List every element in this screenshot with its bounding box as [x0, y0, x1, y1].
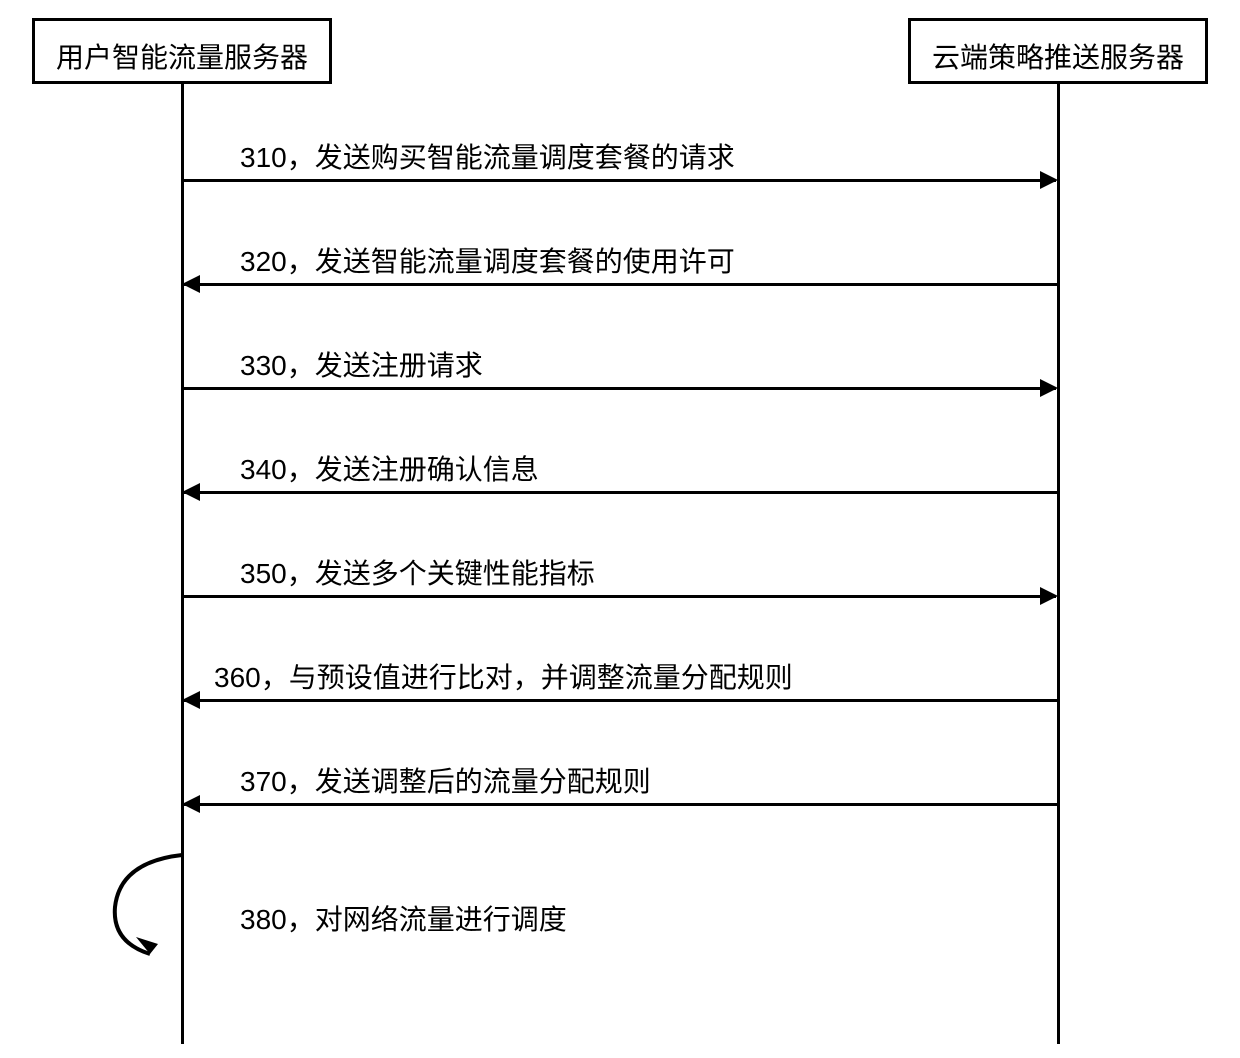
participant-cloud-server: 云端策略推送服务器 — [908, 18, 1208, 84]
message-350-arrow — [183, 595, 1056, 598]
message-360-arrowhead — [182, 691, 200, 709]
self-arrow-icon — [100, 852, 220, 972]
message-360-arrow — [183, 699, 1058, 702]
message-340-label: 340，发送注册确认信息 — [240, 448, 539, 488]
message-330-label: 330，发送注册请求 — [240, 344, 483, 384]
message-380-label: 380，对网络流量进行调度 — [240, 898, 567, 938]
message-310-arrow — [183, 179, 1056, 182]
lifeline-cloud-server — [1057, 84, 1060, 1044]
message-320-arrowhead — [182, 275, 200, 293]
participant-label: 用户智能流量服务器 — [56, 42, 308, 73]
message-340-arrowhead — [182, 483, 200, 501]
message-310-arrowhead — [1040, 171, 1058, 189]
message-350-arrowhead — [1040, 587, 1058, 605]
message-320-arrow — [183, 283, 1058, 286]
message-360-label: 360，与预设值进行比对，并调整流量分配规则 — [214, 656, 793, 696]
message-350-label: 350，发送多个关键性能指标 — [240, 552, 595, 592]
participant-label: 云端策略推送服务器 — [932, 42, 1184, 73]
message-370-arrow — [183, 803, 1058, 806]
message-320-label: 320，发送智能流量调度套餐的使用许可 — [240, 240, 735, 280]
message-340-arrow — [183, 491, 1058, 494]
message-370-arrowhead — [182, 795, 200, 813]
message-330-arrow — [183, 387, 1056, 390]
message-330-arrowhead — [1040, 379, 1058, 397]
participant-user-server: 用户智能流量服务器 — [32, 18, 332, 84]
message-370-label: 370，发送调整后的流量分配规则 — [240, 760, 651, 800]
message-310-label: 310，发送购买智能流量调度套餐的请求 — [240, 136, 735, 176]
